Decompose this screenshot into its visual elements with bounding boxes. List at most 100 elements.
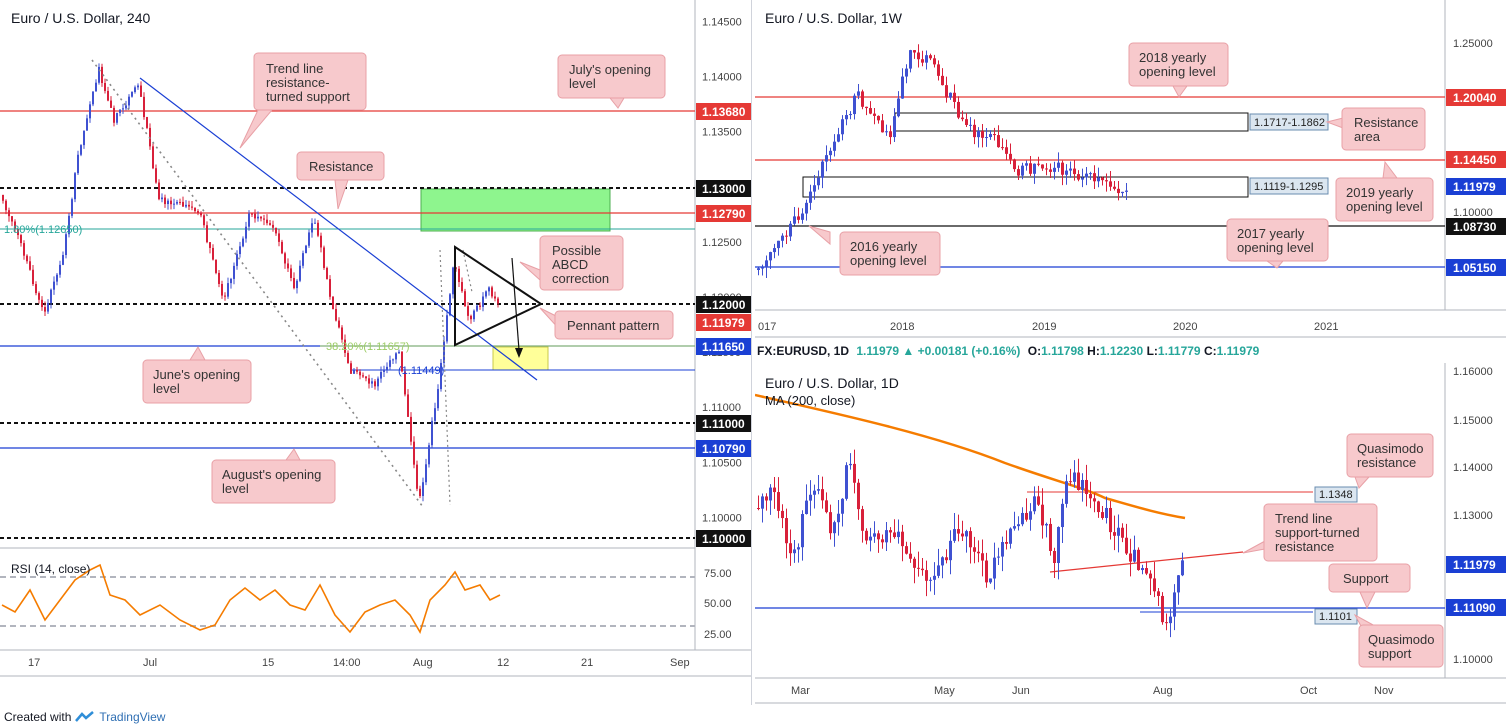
- w1-candle: [1065, 170, 1068, 175]
- h4-candle: [296, 280, 298, 289]
- tradingview-logo-icon: [75, 711, 95, 722]
- w1-candle: [1033, 163, 1036, 174]
- h4-candle: [200, 212, 202, 216]
- d1-candle: [1009, 528, 1012, 544]
- h4-candle: [170, 200, 172, 205]
- d1-candle: [809, 494, 812, 501]
- w1-candle: [1113, 186, 1116, 189]
- w1-candle: [1025, 163, 1028, 166]
- h4-candle: [272, 224, 274, 228]
- d1-candle: [1169, 616, 1172, 624]
- h4-candle: [341, 327, 343, 340]
- rsi-title: RSI (14, close): [11, 562, 90, 576]
- h4-candle: [320, 235, 322, 248]
- h4-candle: [428, 445, 430, 465]
- d1-candle: [849, 463, 852, 466]
- fib-label-11449: (1.11449): [398, 365, 444, 377]
- h4-candle: [98, 66, 100, 83]
- time-axis-1d[interactable]: Mar May Jun Aug Oct Nov: [791, 685, 1394, 697]
- w1-candle: [1021, 165, 1024, 176]
- h4-candle: [20, 235, 22, 244]
- h4-candle: [257, 216, 259, 219]
- callout-abcd: Possible ABCD correction: [519, 235, 624, 291]
- h4-candle: [482, 296, 484, 307]
- w1-candle: [925, 55, 928, 63]
- h4-candle: [86, 118, 88, 131]
- h4-candle: [485, 291, 487, 297]
- callout-august-l1: August's opening: [222, 467, 321, 482]
- h4-candle: [290, 268, 292, 278]
- label-120040: 1.20040: [1453, 91, 1497, 105]
- price-axis-1d[interactable]: 1.16000 1.15000 1.14000 1.13000 1.11979 …: [1446, 366, 1506, 666]
- d1-candle: [785, 518, 788, 544]
- d1-candle: [1093, 498, 1096, 502]
- d1-candle: [1153, 578, 1156, 592]
- label-113000: 1.13000: [702, 182, 746, 196]
- d1-candle: [1061, 503, 1064, 528]
- w1-candle: [981, 130, 984, 138]
- w1-candle: [809, 191, 812, 203]
- time-axis-4h[interactable]: 17 Jul 15 14:00 Aug 12 21 Sep: [28, 657, 690, 669]
- d1-candle: [1109, 507, 1112, 533]
- green-resistance-zone: [420, 188, 611, 232]
- chart-4h-svg[interactable]: 1.80%(1.12650) 38.20%(1.11657) (1.11449)…: [0, 0, 751, 705]
- h4-candle: [338, 320, 340, 328]
- callout-2018-l1: 2018 yearly: [1139, 50, 1207, 65]
- footer-brand[interactable]: TradingView: [99, 710, 166, 724]
- h4-candle: [365, 376, 367, 379]
- w1-candle: [793, 216, 796, 224]
- d1-candle: [865, 530, 868, 541]
- legend-close: 1.11979: [856, 344, 900, 358]
- callout-august: August's opening level: [211, 448, 336, 504]
- h4-candle: [239, 246, 241, 255]
- h4-candle: [83, 130, 85, 146]
- label-bg-120040: [1446, 89, 1506, 106]
- h4-candle: [329, 279, 331, 297]
- callout-2016-l1: 2016 yearly: [850, 239, 918, 254]
- xtick-aug: Aug: [413, 657, 433, 669]
- d1-candle: [841, 498, 844, 514]
- label-110790: 1.10790: [702, 442, 746, 456]
- callout-resistance-l1: Resistance: [309, 159, 373, 174]
- d1-candle: [869, 536, 872, 541]
- d1-candle: [1141, 568, 1144, 571]
- resistance-area-box: [894, 112, 1249, 132]
- chart-daily-svg[interactable]: 1.1348 1.1101 Quasimodo resistance Trend…: [754, 363, 1506, 705]
- label-bg-110790: [696, 440, 751, 457]
- label-112790: 1.12790: [702, 207, 746, 221]
- w1-candle: [1073, 168, 1076, 175]
- ytick-116: 1.16000: [1453, 366, 1493, 378]
- chart-daily-pane[interactable]: 1.1348 1.1101 Quasimodo resistance Trend…: [754, 363, 1506, 705]
- callout-resistance: Resistance: [296, 151, 385, 210]
- callout-qmres-l1: Quasimodo: [1357, 441, 1423, 456]
- h4-candle: [176, 201, 178, 204]
- chart-weekly-svg[interactable]: 1.1717-1.1862 1.1119-1.1295 2018 yearly …: [755, 0, 1506, 342]
- w1-candle: [1049, 169, 1052, 172]
- callout-trendline-l2: resistance-: [266, 75, 330, 90]
- d1-candle: [1121, 527, 1124, 538]
- label-bg-1w-price: [1446, 178, 1506, 195]
- w1-candle: [945, 85, 948, 98]
- w1-candle: [757, 268, 760, 270]
- h4-candle: [344, 339, 346, 353]
- callout-june: June's opening level: [142, 345, 252, 404]
- h4-candle: [53, 281, 55, 290]
- price-axis-1w[interactable]: 1.25000 1.20040 1.14450 1.11979 1.10000 …: [1446, 38, 1506, 276]
- callout-pennant-l1: Pennant pattern: [567, 318, 660, 333]
- h4-candle: [422, 482, 424, 497]
- support-area-box: [802, 176, 1249, 198]
- ytick-4h: 1.13500: [702, 127, 742, 139]
- callout-july-l1: July's opening: [569, 62, 651, 77]
- h4-candle: [395, 353, 397, 360]
- d1-candle: [1089, 494, 1092, 499]
- time-axis-1w[interactable]: 017 2018 2019 2020 2021: [758, 321, 1338, 333]
- chart-4h-pane[interactable]: 1.80%(1.12650) 38.20%(1.11657) (1.11449)…: [0, 0, 752, 705]
- d1-candle: [929, 579, 932, 581]
- h4-candle: [203, 215, 205, 226]
- d1-candle: [825, 500, 828, 513]
- h4-candle: [56, 274, 58, 282]
- h4-candle: [458, 268, 460, 283]
- legend-c: 1.11979: [1216, 344, 1260, 358]
- w1-candle: [889, 131, 892, 138]
- chart-weekly-pane[interactable]: 1.1717-1.1862 1.1119-1.1295 2018 yearly …: [755, 0, 1506, 342]
